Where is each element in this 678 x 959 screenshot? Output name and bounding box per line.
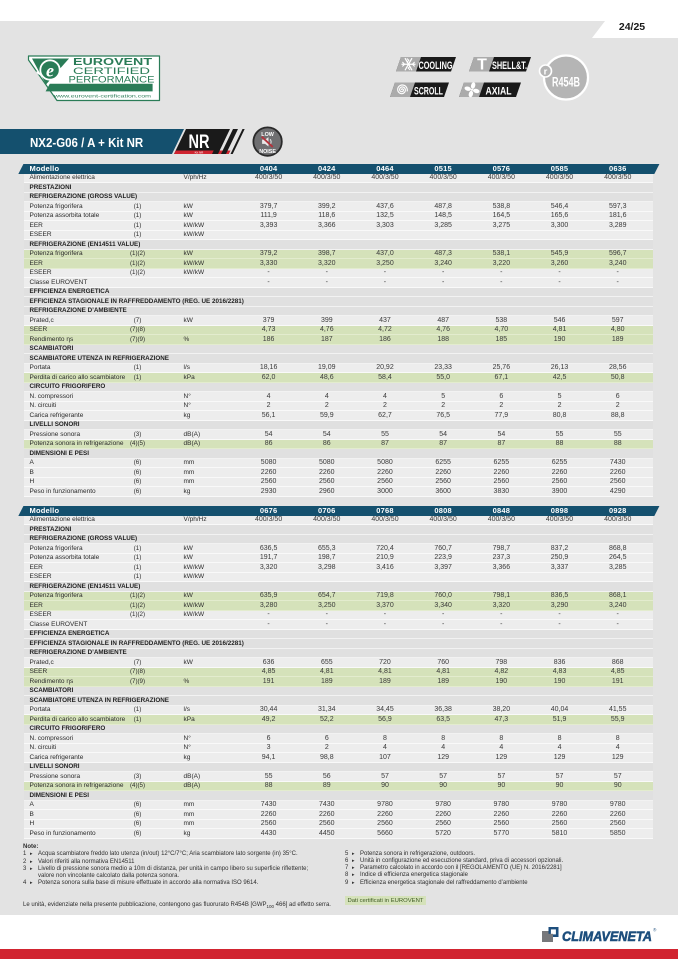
svg-text:R454B: R454B xyxy=(552,75,580,90)
svg-text:SCROLL: SCROLL xyxy=(414,85,443,97)
svg-text:NOISE: NOISE xyxy=(259,149,276,155)
svg-text:e: e xyxy=(46,61,54,81)
svg-text:®: ® xyxy=(653,927,657,933)
svg-text:www.eurovent-certification.com: www.eurovent-certification.com xyxy=(54,94,151,99)
svg-text:SHELL&T.: SHELL&T. xyxy=(492,60,527,72)
svg-text:r: r xyxy=(544,67,548,78)
svg-text:Kit NR: Kit NR xyxy=(195,151,205,155)
svg-text:LOW: LOW xyxy=(261,132,274,138)
svg-text:PERFORMANCE: PERFORMANCE xyxy=(69,74,155,85)
svg-text:AXIAL: AXIAL xyxy=(486,85,512,97)
svg-text:CERTIFIED: CERTIFIED xyxy=(73,66,150,77)
svg-text:CLIMAVENETA: CLIMAVENETA xyxy=(562,929,652,944)
svg-text:T: T xyxy=(477,57,487,74)
svg-text:NR: NR xyxy=(189,132,210,153)
svg-text:EUROVENT: EUROVENT xyxy=(73,57,152,68)
svg-text:COOLING: COOLING xyxy=(419,60,453,72)
